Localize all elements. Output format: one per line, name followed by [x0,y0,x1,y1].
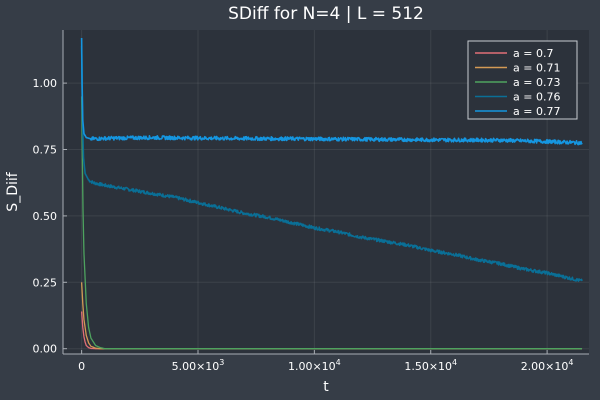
x-tick-exponent: 4 [336,358,341,367]
y-tick-label: 0.00 [33,343,58,356]
axes [62,30,589,355]
series-line-4 [80,37,583,146]
chart-title: SDiff for N=4 | L = 512 [228,4,424,24]
legend-label-3: a = 0.76 [513,91,560,104]
y-tick-label: 0.75 [33,144,58,157]
x-tick-exponent: 3 [219,358,224,367]
tick-labels: 0 5.00×103 1.00×104 1.50×104 2.00×104 0.00 0.2… [33,77,574,373]
y-tick-label: 1.00 [33,77,58,90]
y-tick-label: 0.50 [33,210,58,223]
legend-label-4: a = 0.77 [513,105,560,118]
x-tick-exponent: 4 [568,358,573,367]
x-tick-exponent: 4 [452,358,457,367]
x-tick-label: 2.00×104 [521,358,574,373]
series-lines [80,37,583,350]
legend-label-0: a = 0.7 [513,47,553,60]
series-line-3 [80,45,583,282]
legend-label-2: a = 0.73 [513,76,560,89]
x-tick-label: 1.00×104 [288,358,341,373]
y-axis-label: S_Diif [5,171,21,211]
x-tick-label: 0 [78,360,85,373]
x-tick-label: 1.50×104 [404,358,457,373]
legend-label-1: a = 0.71 [513,62,560,75]
x-tick-label: 5.00×103 [172,358,225,373]
x-axis-label: t [323,379,329,395]
legend-box [467,40,578,120]
legend: a = 0.7 a = 0.71a = 0.73 a = 0.76a = 0.77 [467,40,578,120]
series-line-2 [80,96,583,350]
y-tick-label: 0.25 [33,276,58,289]
